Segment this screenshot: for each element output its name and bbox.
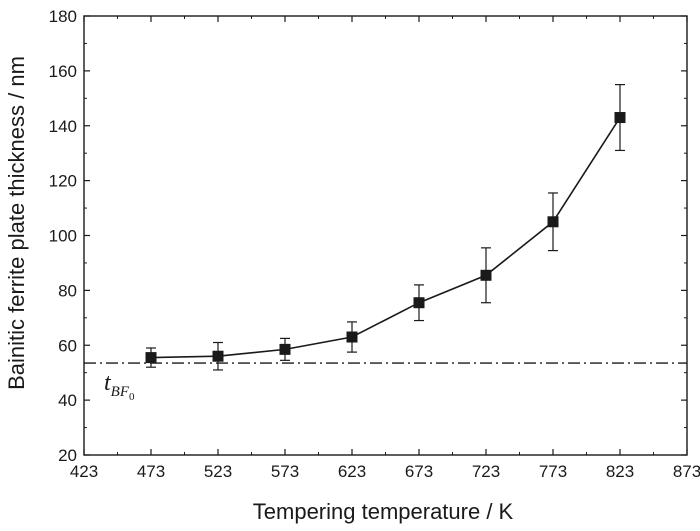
- y-axis-ticks: 20 40 60 80 100 120 140 160 180: [49, 7, 687, 465]
- data-point-573: [279, 343, 291, 355]
- data-point-723: [480, 269, 492, 281]
- x-axis-title: Tempering temperature / K: [253, 499, 514, 524]
- y-tick-label-120: 120: [49, 172, 77, 191]
- y-tick-label-160: 160: [49, 62, 77, 81]
- y-tick-label-60: 60: [58, 336, 77, 355]
- reference-label-subscript: BF: [111, 384, 130, 400]
- reference-label-main: t: [104, 370, 112, 396]
- data-point-773: [547, 216, 559, 228]
- data-point-623: [346, 331, 358, 343]
- series-group: [145, 83, 626, 371]
- y-tick-label-20: 20: [58, 446, 77, 465]
- plot-border: [83, 15, 688, 456]
- y-tick-label-80: 80: [58, 281, 77, 300]
- x-tick-label-423: 423: [70, 462, 98, 481]
- x-tick-label-623: 623: [338, 462, 366, 481]
- series-line: [150, 117, 621, 359]
- reference-label-subsubscript: 0: [129, 391, 135, 403]
- x-tick-label-873: 873: [673, 462, 700, 481]
- x-tick-label-773: 773: [539, 462, 567, 481]
- y-axis-title: Bainitic ferrite plate thickness / nm: [4, 56, 29, 390]
- x-tick-label-473: 473: [137, 462, 165, 481]
- x-tick-label-673: 673: [405, 462, 433, 481]
- x-tick-label-823: 823: [606, 462, 634, 481]
- reference-line-label: tBF0: [104, 370, 135, 403]
- y-tick-label-140: 140: [49, 117, 77, 136]
- data-point-523: [212, 350, 224, 362]
- plot-frame: [83, 15, 688, 456]
- data-point-823: [614, 112, 626, 124]
- x-tick-label-523: 523: [204, 462, 232, 481]
- data-point-673: [413, 297, 425, 309]
- x-axis-ticks: 423 473 523 573 623 673 723 773 823 873: [70, 16, 700, 481]
- data-point-473: [145, 352, 157, 364]
- x-tick-label-723: 723: [472, 462, 500, 481]
- y-tick-label-100: 100: [49, 227, 77, 246]
- x-tick-label-573: 573: [271, 462, 299, 481]
- y-tick-label-180: 180: [49, 7, 77, 26]
- y-tick-label-40: 40: [58, 391, 77, 410]
